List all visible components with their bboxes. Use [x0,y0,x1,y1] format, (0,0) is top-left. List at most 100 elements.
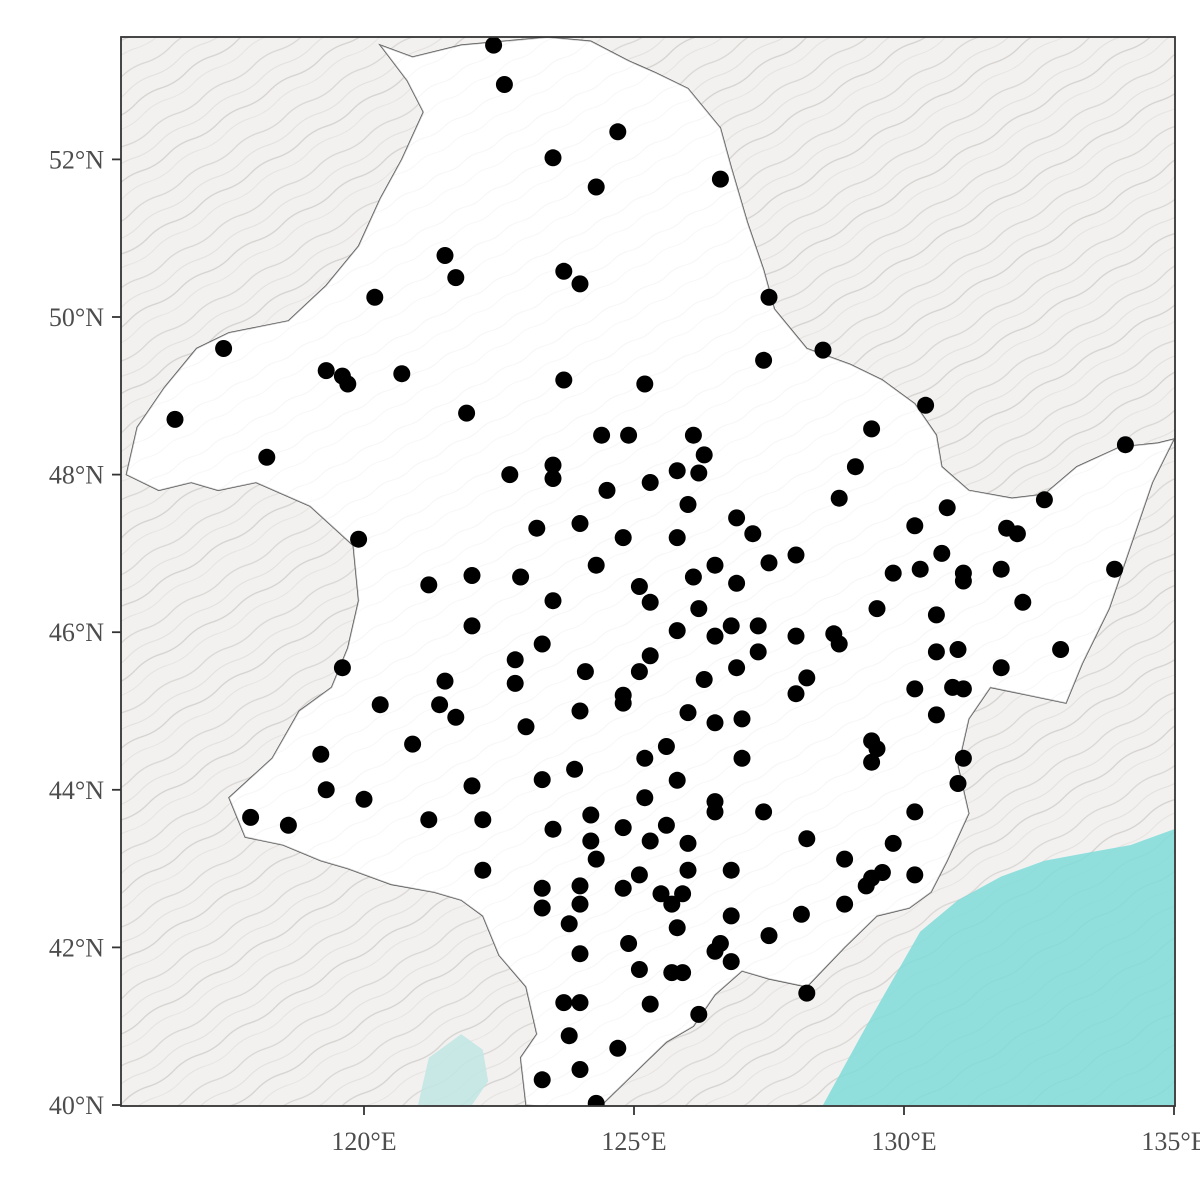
station-point [992,560,1010,578]
station-point [587,1094,605,1106]
station-point [609,1039,627,1057]
station-point [863,420,881,438]
station-point [636,789,654,807]
station-point [279,816,297,834]
station-point [317,362,335,380]
station-point [733,710,751,728]
station-point [528,519,546,537]
station-point [517,718,535,736]
x-tick-label: 120°E [331,1127,396,1156]
station-point [690,600,708,618]
station-point [215,340,233,357]
station-point [798,984,816,1002]
y-tick-label: 40°N [49,1091,104,1120]
station-point [641,832,659,850]
x-axis: 120°E 125°E 130°E 135°E [331,1106,1200,1156]
station-point [474,811,492,829]
station-point [760,554,778,572]
station-point [495,76,513,93]
station-point [571,877,589,895]
y-tick-label: 50°N [49,303,104,332]
station-point [722,617,740,635]
station-point [420,576,438,594]
station-point [868,600,886,618]
station-point [728,659,746,677]
station-point [857,877,875,895]
station-point [533,1071,551,1089]
station-point [1106,560,1124,578]
station-point [166,410,184,428]
station-point [576,663,594,681]
sea-of-japan [823,829,1174,1105]
station-point [371,696,389,714]
station-point [1116,436,1134,454]
station-point [1014,593,1032,611]
station-point [906,680,924,698]
station-point [728,509,746,527]
station-point [463,777,481,795]
map-panel-border [120,36,1176,1107]
station-point [695,671,713,688]
station-point [1035,491,1053,509]
station-point [679,834,697,852]
station-point [404,735,422,753]
station-point [830,489,848,507]
station-point [533,771,551,789]
bohai-sea [418,1034,489,1105]
station-point [798,669,816,687]
station-point [420,811,438,829]
station-point [571,515,589,532]
station-point [350,530,368,548]
y-tick-label: 42°N [49,933,104,962]
station-point [641,474,659,491]
station-point [657,816,675,834]
station-point [317,781,335,799]
station-point [447,269,465,287]
station-point [906,866,924,884]
station-point [706,942,724,960]
station-point [927,606,945,624]
station-point [846,458,864,476]
station-point [571,275,589,293]
station-point [690,464,708,482]
station-point [728,574,746,592]
station-point [663,895,681,913]
station-point [830,635,848,653]
station-point [884,834,902,852]
station-point [641,647,659,665]
station-point [674,885,692,903]
station-point [927,706,945,724]
station-point [679,496,697,513]
station-point [954,572,972,590]
station-point [733,749,751,767]
y-tick-label: 46°N [49,618,104,647]
station-point [501,466,519,484]
station-point [938,499,956,517]
station-point [506,651,524,669]
station-point [555,262,573,280]
station-point [744,525,762,543]
station-point [884,564,902,582]
station-point [620,426,638,444]
station-point [598,481,616,499]
station-point [458,404,476,422]
station-point [614,694,632,712]
station-point [630,663,648,681]
station-point [684,426,702,444]
station-point [684,568,702,586]
station-point [333,659,351,677]
station-point [463,617,481,635]
station-point [571,945,589,963]
station-point [641,995,659,1013]
station-point [954,749,972,767]
station-point [636,375,654,393]
sea-layer [418,829,1174,1105]
station-point [760,288,778,306]
station-point [609,123,627,141]
station-point [798,830,816,848]
y-tick-label: 48°N [49,461,104,490]
y-axis: 40°N 42°N 44°N 46°N 48°N 50°N 52°N [49,145,121,1120]
station-point [366,288,384,306]
station-point [242,808,260,826]
